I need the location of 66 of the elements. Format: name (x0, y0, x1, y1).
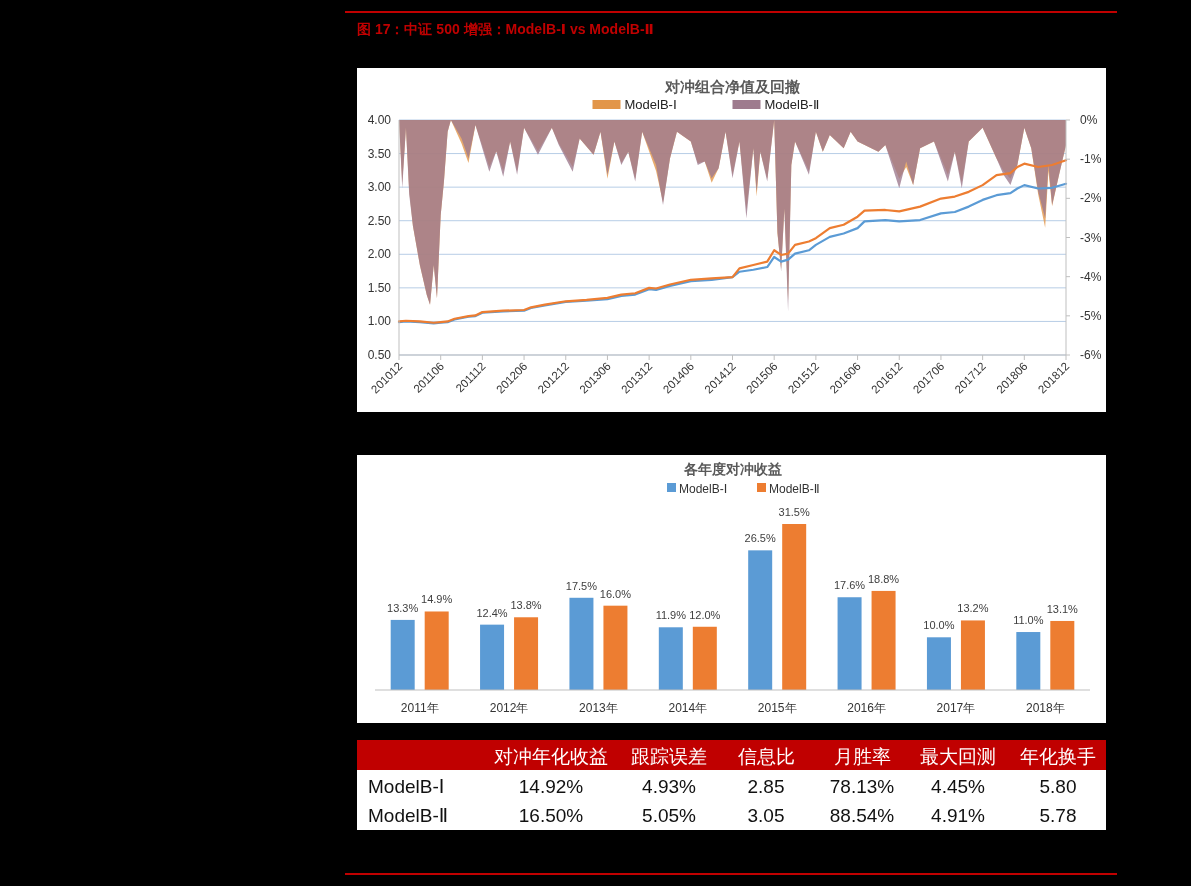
y2-tick-label: -5% (1080, 308, 1102, 323)
x-tick-label: 2016年 (847, 701, 886, 715)
category-label: 最大回测 (920, 746, 996, 767)
text: 5.78 (1039, 805, 1077, 826)
y2-tick-label: -3% (1080, 230, 1102, 245)
y2-tick-label: -4% (1080, 269, 1102, 284)
text: 2.85 (747, 776, 785, 797)
text: 4.93% (642, 776, 696, 797)
x-tick-label: 2012年 (489, 701, 529, 715)
chart-title: 各年度对冲收益 (682, 461, 782, 477)
data-label: 14.9% (421, 593, 453, 606)
data-label: 11.9% (655, 609, 687, 622)
x-tick-label: 2013年 (579, 701, 618, 715)
legend-label: ModelB-Ⅱ (764, 97, 820, 112)
y-tick-label: 0.50 (367, 348, 392, 362)
text: 3.05 (747, 805, 785, 826)
x-tick-label: 2018年 (1025, 701, 1065, 715)
category-label: ModelB-Ⅱ (368, 805, 449, 826)
legend-label: ModelB-Ⅰ (679, 482, 728, 496)
y-tick-label: 4.00 (367, 113, 392, 127)
y-tick-label: 1.00 (367, 314, 392, 329)
y2-tick-label: -6% (1080, 348, 1102, 362)
data-label: 31.5% (778, 506, 810, 518)
y2-tick-label: -1% (1080, 152, 1102, 167)
x-tick-label: 2015年 (757, 701, 797, 715)
chart-title: 对冲组合净值及回撤 (664, 78, 800, 95)
y-tick-label: 1.50 (367, 280, 392, 295)
y-tick-label: 3.00 (367, 180, 392, 195)
text: 4.91% (931, 805, 985, 826)
category-label: 年化换手 (1020, 746, 1096, 767)
data-label: 12.0% (689, 608, 721, 621)
caption: 图 17：中证 500 增强：ModelB-Ⅰ vs ModelB-Ⅱ (357, 21, 654, 37)
y-tick-label: 2.50 (367, 213, 392, 228)
data-label: 13.3% (387, 601, 419, 614)
data-label: 17.5% (565, 579, 598, 592)
y2-tick-label: -2% (1080, 191, 1102, 206)
legend-label: ModelB-Ⅰ (624, 97, 677, 112)
data-label: 12.4% (476, 606, 508, 619)
data-label: 10.0% (923, 619, 955, 632)
text: 16.50% (518, 805, 584, 826)
data-label: 16.0% (599, 587, 632, 600)
data-label: 13.8% (510, 599, 542, 612)
y-tick-label: 3.50 (367, 146, 392, 161)
text: 14.92% (518, 776, 584, 797)
data-label: 13.1% (1046, 602, 1079, 615)
category-label: 信息比 (737, 746, 795, 767)
category-label: 对冲年化收益 (494, 746, 608, 767)
legend-label: ModelB-Ⅱ (769, 482, 820, 496)
text: 5.80 (1039, 776, 1077, 797)
text: 88.54% (829, 805, 895, 826)
data-label: 18.8% (867, 572, 900, 585)
data-label: 17.6% (833, 579, 866, 592)
data-label: 26.5% (744, 532, 776, 545)
text: 4.45% (931, 776, 985, 797)
data-label: 11.0% (1013, 614, 1044, 627)
text: 78.13% (829, 776, 895, 797)
text: 5.05% (642, 805, 696, 826)
x-tick-label: 2014年 (668, 701, 708, 715)
data-label: 13.2% (957, 602, 989, 615)
category-label: 月胜率 (833, 746, 891, 767)
category-label: ModelB-Ⅰ (368, 776, 445, 797)
y2-tick-label: 0% (1080, 113, 1098, 127)
x-tick-label: 2017年 (936, 701, 976, 715)
category-label: 跟踪误差 (631, 746, 707, 767)
y-tick-label: 2.00 (367, 247, 392, 262)
x-tick-label: 2011年 (400, 701, 439, 715)
